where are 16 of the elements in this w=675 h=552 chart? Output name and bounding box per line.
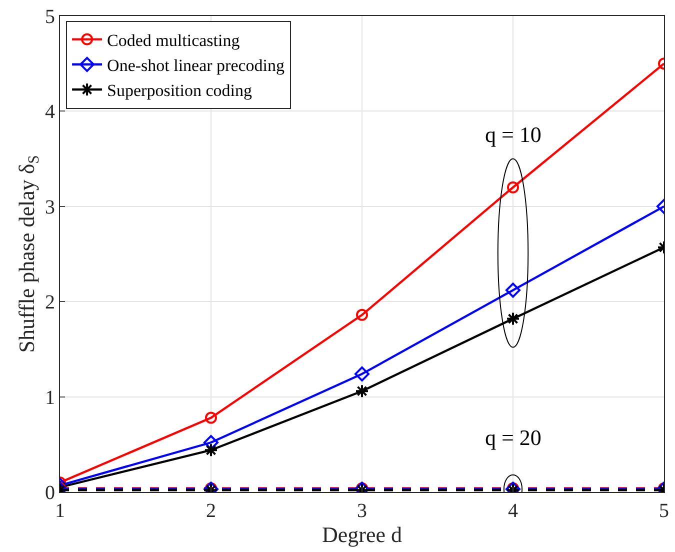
- y-tick-label: 5: [45, 6, 55, 28]
- legend-label: Superposition coding: [107, 81, 253, 100]
- y-tick-label: 4: [45, 101, 55, 124]
- legend-label: One-shot linear precoding: [107, 56, 286, 76]
- x-tick-label: 4: [508, 500, 518, 522]
- x-axis-title: Degree d: [322, 522, 402, 547]
- x-tick-label: 5: [659, 500, 669, 522]
- annotation: q = 10: [485, 122, 542, 147]
- x-tick-label: 3: [357, 500, 367, 522]
- annotation: q = 20: [485, 425, 542, 450]
- y-tick-label: 0: [45, 482, 55, 504]
- y-tick-label: 1: [45, 386, 55, 409]
- x-tick-label: 2: [206, 500, 216, 522]
- y-tick-label: 2: [45, 292, 55, 314]
- legend-label: Coded multicasting: [107, 30, 240, 50]
- y-tick-label: 3: [45, 196, 55, 218]
